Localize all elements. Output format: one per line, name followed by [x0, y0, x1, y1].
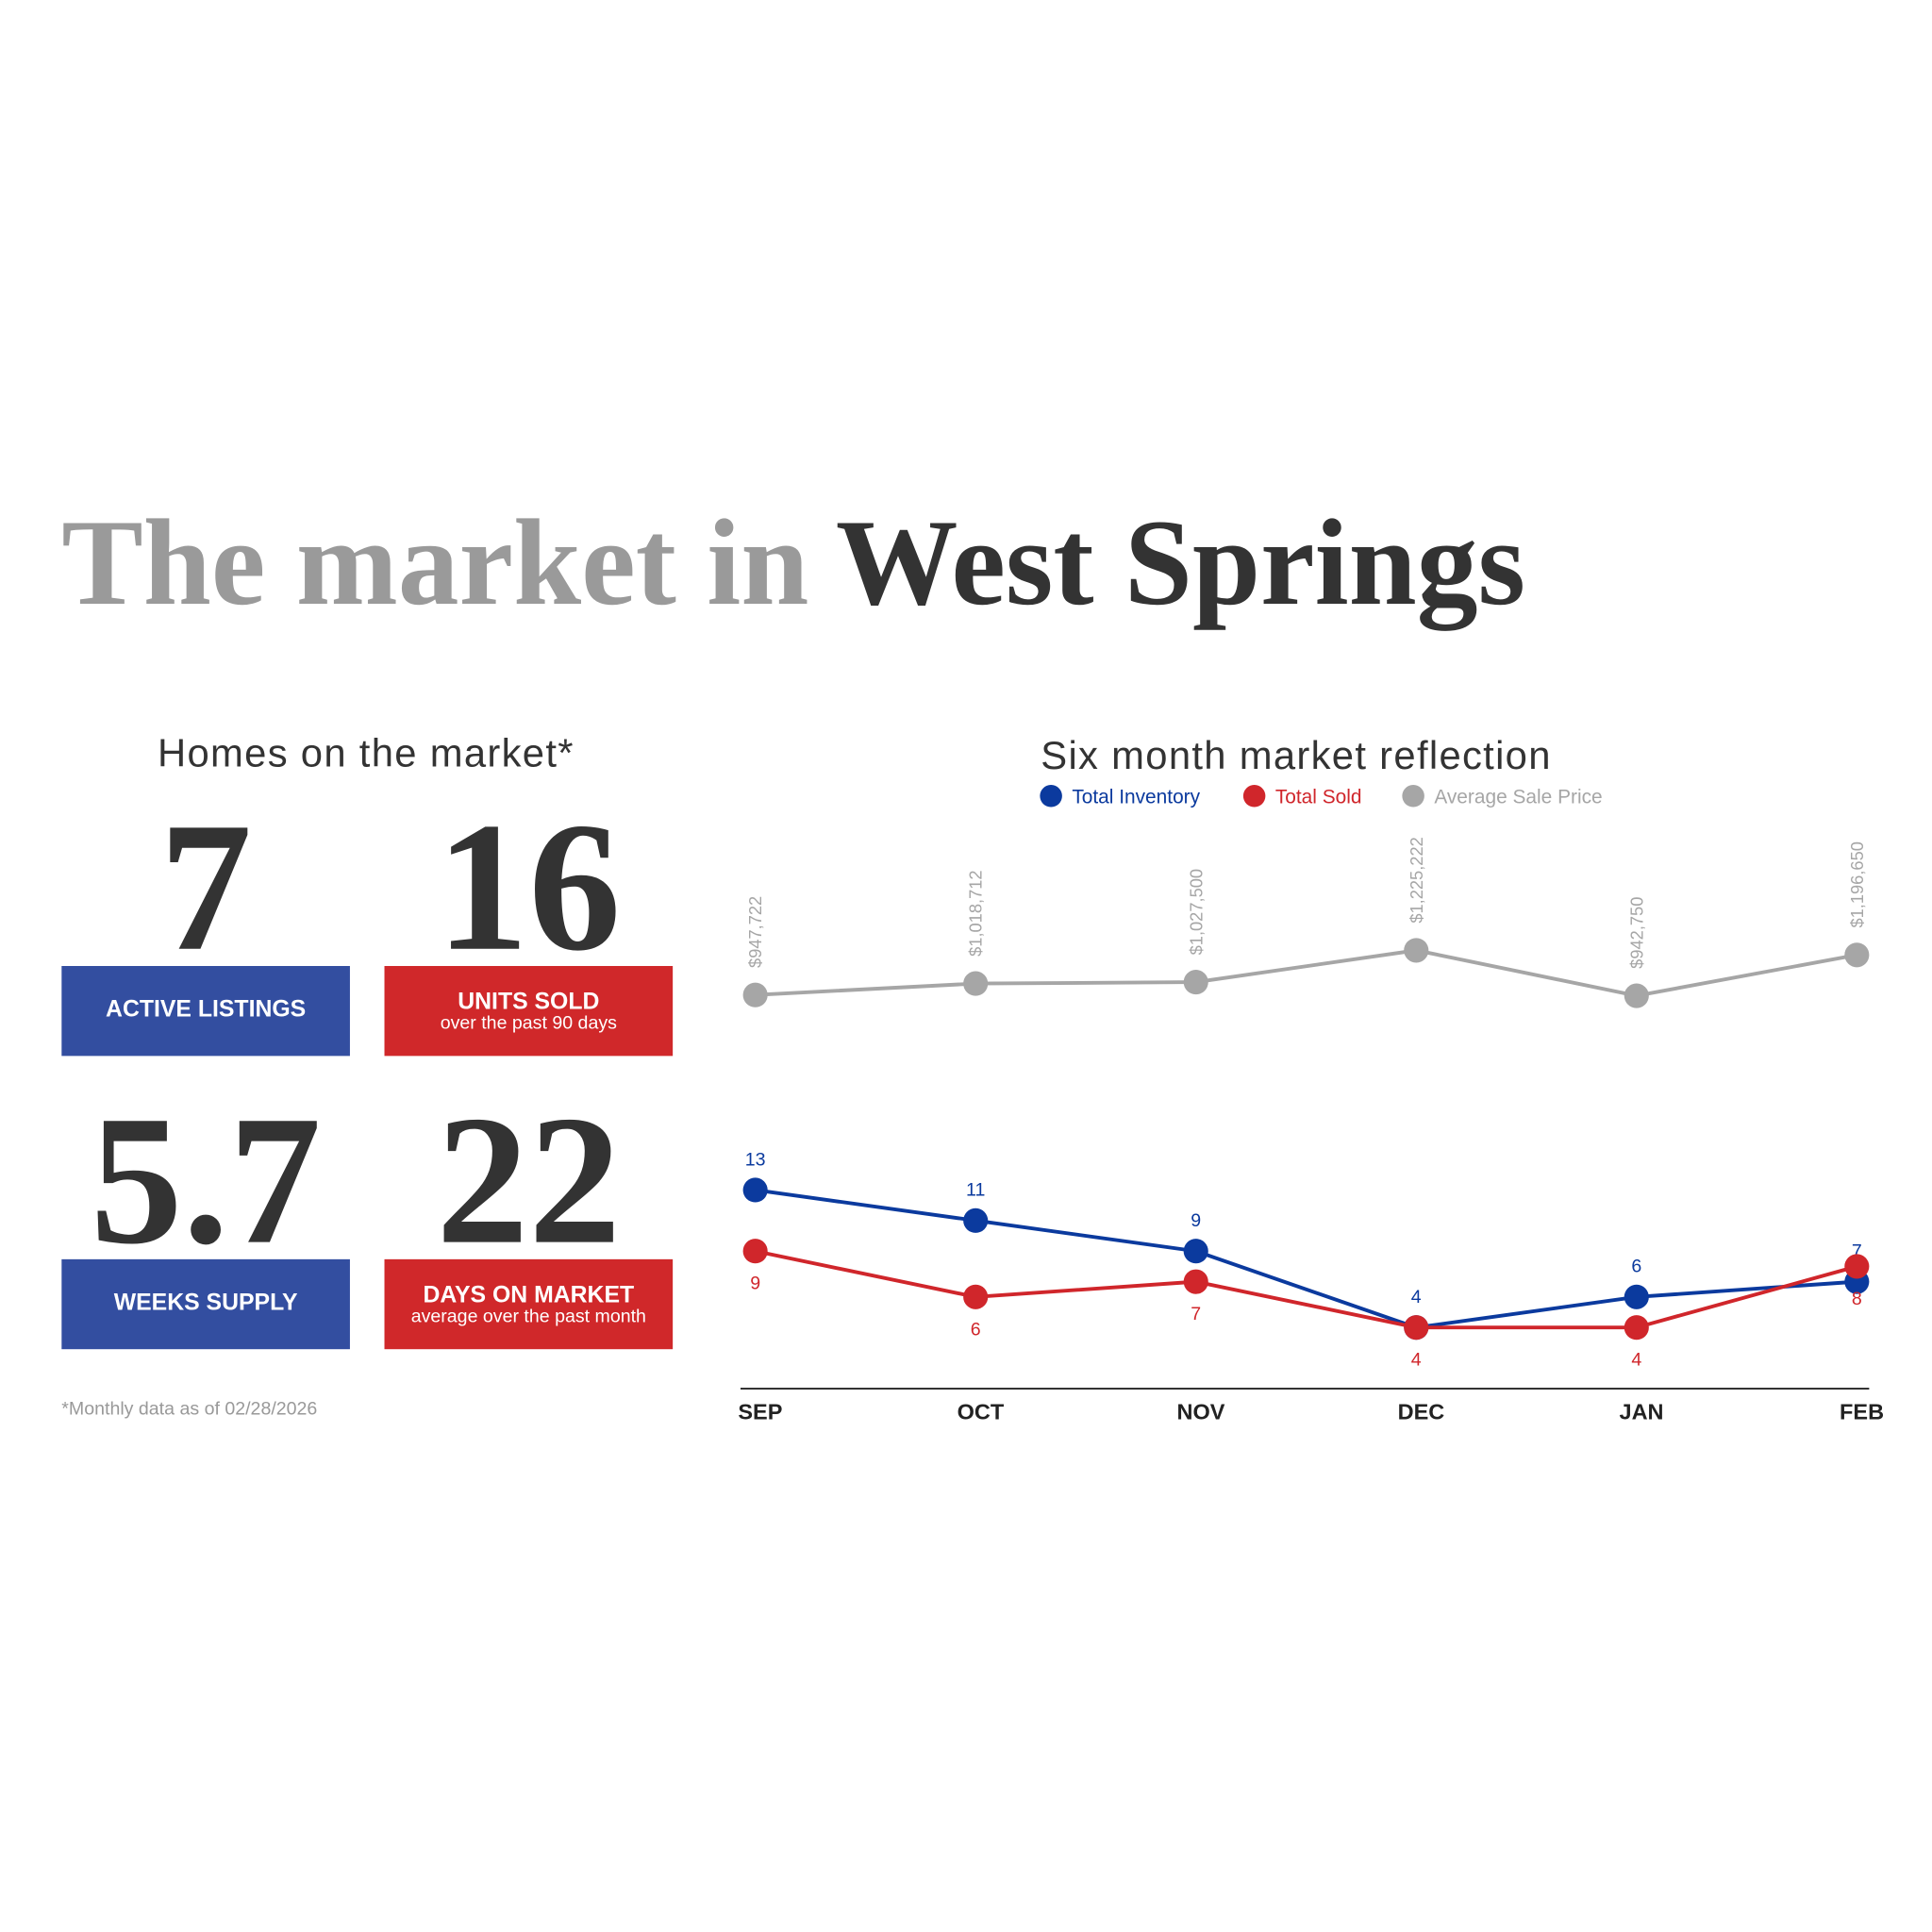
data-label: 11 [966, 1180, 985, 1201]
stat-sublabel: over the past 90 days [441, 1013, 617, 1034]
x-tick-label: FEB [1840, 1400, 1884, 1424]
data-label: 7 [1191, 1304, 1201, 1324]
x-tick-label: NOV [1176, 1400, 1224, 1424]
data-label: $1,225,222 [1407, 837, 1426, 923]
stat-box [61, 966, 350, 1057]
data-point [1624, 1315, 1649, 1341]
data-label: 4 [1631, 1350, 1641, 1371]
stat-label: UNITS SOLD [458, 990, 599, 1015]
stat-label: DAYS ON MARKET [423, 1283, 634, 1308]
legend-marker [1040, 785, 1062, 808]
stat-label: ACTIVE LISTINGS [106, 997, 306, 1023]
stat-value: 7 [159, 785, 252, 990]
x-tick-label: OCT [958, 1400, 1005, 1424]
x-tick-label: DEC [1398, 1400, 1445, 1424]
data-label: 4 [1411, 1350, 1422, 1371]
title-lead: The market in [61, 495, 808, 631]
series-line [755, 1249, 1857, 1330]
data-point [1404, 1315, 1429, 1341]
data-point [1404, 938, 1429, 963]
data-label: 13 [745, 1149, 766, 1170]
data-label: 7 [1852, 1241, 1862, 1262]
legend-label: Total Inventory [1072, 787, 1200, 808]
title-place: West Springs [836, 495, 1525, 631]
data-label: $942,750 [1626, 897, 1646, 969]
data-point [742, 1239, 768, 1264]
data-point [963, 1208, 989, 1233]
stat-value: 16 [436, 785, 621, 990]
data-point [1844, 942, 1870, 968]
data-label: 4 [1411, 1287, 1422, 1307]
page-title: The market in West Springs [61, 495, 1525, 631]
data-point [1183, 1239, 1208, 1264]
data-point [1624, 983, 1649, 1008]
legend-label: Total Sold [1275, 787, 1362, 808]
footnote: *Monthly data as of 02/28/2026 [61, 1398, 317, 1419]
chart-title: Six month market reflection [1041, 733, 1551, 777]
data-label: $1,196,650 [1847, 841, 1867, 927]
stat-box [384, 1258, 674, 1350]
data-point [1624, 1284, 1649, 1309]
data-label: 6 [971, 1319, 981, 1340]
data-label: $947,722 [745, 896, 765, 968]
data-point [1844, 1254, 1870, 1279]
stat-value: 5.7 [91, 1078, 322, 1283]
data-point [742, 982, 768, 1008]
series-line [755, 948, 1857, 998]
data-label: 9 [750, 1274, 760, 1294]
legend-marker [1242, 785, 1266, 808]
legend-marker [1402, 785, 1424, 808]
x-tick-label: JAN [1620, 1400, 1664, 1424]
stats-title: Homes on the market* [158, 730, 575, 774]
x-tick-label: SEP [738, 1400, 782, 1424]
data-label: 9 [1191, 1210, 1201, 1231]
series-line [755, 1188, 1857, 1330]
data-label: 6 [1631, 1257, 1641, 1277]
data-label: $1,027,500 [1186, 869, 1206, 955]
data-point [1183, 970, 1208, 995]
legend-label: Average Sale Price [1434, 787, 1602, 808]
stat-box [61, 1258, 350, 1350]
stat-label: WEEKS SUPPLY [114, 1290, 298, 1315]
stat-value: 22 [436, 1078, 621, 1283]
data-point [742, 1177, 768, 1203]
data-point [963, 971, 989, 996]
stat-sublabel: average over the past month [411, 1306, 646, 1326]
data-label: 8 [1852, 1289, 1862, 1309]
data-point [963, 1284, 989, 1309]
data-label: $1,018,712 [966, 870, 986, 956]
data-point [1183, 1269, 1208, 1294]
stat-box [384, 966, 674, 1057]
